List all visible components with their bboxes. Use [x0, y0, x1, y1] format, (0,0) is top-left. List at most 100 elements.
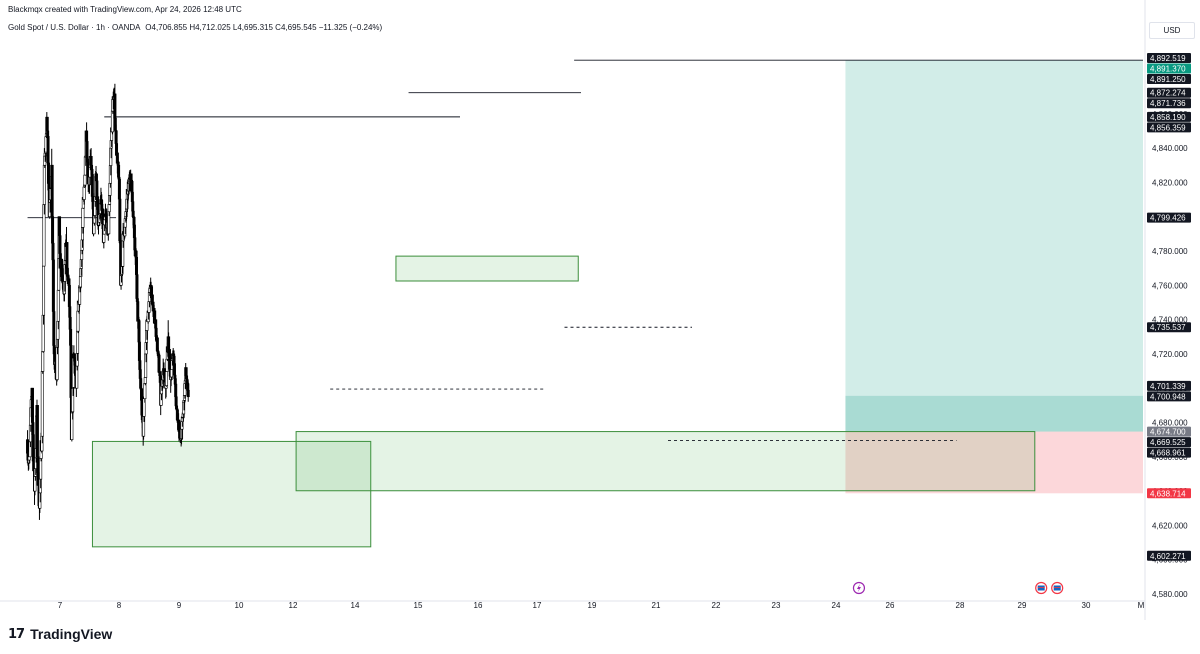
candles-layer — [26, 83, 190, 520]
candle-body — [96, 196, 100, 210]
candle-body — [39, 458, 43, 480]
x-tick-label: 17 — [533, 601, 542, 610]
candle-body — [143, 383, 147, 400]
candle-body — [76, 330, 80, 354]
y-tick-label: 4,680.000 — [1152, 418, 1188, 427]
price-tag-label: 4,799.426 — [1150, 214, 1186, 223]
candle-body — [51, 259, 55, 312]
chart-author-header: Blackmqx created with TradingView.com, A… — [8, 5, 242, 14]
price-tag-label: 4,856.359 — [1150, 123, 1186, 132]
candle-body — [137, 320, 141, 343]
x-tick-label: 7 — [58, 601, 63, 610]
lightning-glyph-icon — [856, 584, 861, 592]
price-tag-label: 4,700.948 — [1150, 392, 1186, 401]
symbol-name[interactable]: Gold Spot / U.S. Dollar · 1h · OANDA — [8, 23, 141, 32]
candle-body — [170, 369, 174, 378]
price-tag-label: 4,858.190 — [1150, 113, 1186, 122]
candle-body — [51, 216, 55, 244]
events-layer — [852, 581, 1064, 595]
candle-body — [81, 207, 85, 228]
candle-body — [67, 278, 71, 286]
price-tag-label: 4,674.700 — [1150, 428, 1186, 437]
candle-body — [40, 371, 44, 437]
candle-body — [30, 387, 34, 423]
demand-zone[interactable] — [395, 255, 579, 282]
candle-body — [78, 276, 82, 288]
currency-button[interactable]: USD — [1149, 22, 1195, 39]
price-tag-label: 4,735.537 — [1150, 323, 1186, 332]
price-tag-label: 4,602.271 — [1150, 552, 1186, 561]
price-tag-bg — [1147, 322, 1191, 333]
target-zone-filled — [845, 395, 1143, 432]
candle-body — [42, 265, 46, 316]
candle-body — [143, 377, 147, 384]
tradingview-logo-icon: 17 — [8, 626, 25, 642]
candle-body — [42, 164, 46, 205]
y-tick-label: 4,760.000 — [1152, 281, 1188, 290]
candle-body — [107, 204, 111, 213]
x-tick-label: 28 — [956, 601, 965, 610]
x-tick-label: 29 — [1018, 601, 1027, 610]
candle-body — [135, 274, 139, 299]
candle-body — [68, 306, 72, 318]
price-tag-label: 4,668.961 — [1150, 449, 1186, 458]
candle-body — [110, 110, 114, 133]
price-tag-bg — [1147, 447, 1191, 458]
candle-body — [56, 289, 60, 322]
price-tag-bg — [1147, 488, 1191, 499]
x-tick-label: 30 — [1082, 601, 1091, 610]
tradingview-logo[interactable]: 17 TradingView — [8, 626, 112, 642]
stop-zone[interactable] — [845, 431, 1143, 494]
candle-body — [82, 186, 86, 200]
tradingview-brand-name: TradingView — [30, 626, 113, 642]
candle-body — [65, 242, 69, 269]
candle-body — [130, 180, 134, 193]
target-zone[interactable] — [845, 59, 1143, 396]
price-tag-bg — [1147, 87, 1191, 98]
price-tag-bg — [1147, 111, 1191, 122]
candle-body — [165, 371, 169, 386]
price-tag-bg — [1147, 98, 1191, 109]
candle-body — [46, 136, 50, 164]
x-tick-label: 14 — [351, 601, 360, 610]
price-tag-label: 4,871.736 — [1150, 99, 1186, 108]
price-tag-bg — [1147, 53, 1191, 63]
x-tick-label: M — [1138, 601, 1145, 610]
x-tick-label: 23 — [772, 601, 781, 610]
price-tag-bg — [1147, 212, 1191, 223]
candle-body — [118, 198, 122, 241]
x-tick-label: 8 — [117, 601, 122, 610]
price-tag-label: 4,892.519 — [1150, 54, 1186, 63]
price-tag-label: 4,669.525 — [1150, 438, 1186, 447]
candle-body — [135, 256, 139, 275]
price-tag-label: 4,701.339 — [1150, 382, 1186, 391]
candle-body — [58, 235, 62, 254]
candle-body — [45, 116, 49, 132]
y-tick-label: 4,720.000 — [1152, 350, 1188, 359]
x-tick-label: 9 — [177, 601, 182, 610]
symbol-info-line: Gold Spot / U.S. Dollar · 1h · OANDA O4,… — [8, 23, 382, 32]
x-tick-label: 22 — [712, 601, 721, 610]
demand-zone[interactable] — [295, 431, 1036, 492]
price-tag-label: 4,638.714 — [1150, 489, 1186, 498]
us-flag-icon — [1053, 585, 1061, 591]
y-tick-label: 4,840.000 — [1152, 144, 1188, 153]
candle-body — [90, 168, 94, 175]
y-tick-label: 4,820.000 — [1152, 178, 1188, 187]
candle-body — [50, 164, 54, 217]
x-tick-label: 16 — [474, 601, 483, 610]
price-tag-label: 4,891.370 — [1150, 65, 1186, 74]
demand-zone[interactable] — [91, 440, 372, 548]
y-tick-label: 4,580.000 — [1152, 590, 1188, 599]
y-tick-label: 4,740.000 — [1152, 316, 1188, 325]
price-tag-bg — [1147, 74, 1191, 84]
price-tag-bg — [1147, 122, 1191, 133]
x-tick-label: 19 — [588, 601, 597, 610]
candle-body — [41, 351, 45, 372]
price-tag-label: 4,891.250 — [1150, 75, 1186, 84]
candle-body — [90, 164, 94, 170]
candle-body — [68, 317, 72, 330]
us-flag-icon — [1037, 585, 1045, 591]
